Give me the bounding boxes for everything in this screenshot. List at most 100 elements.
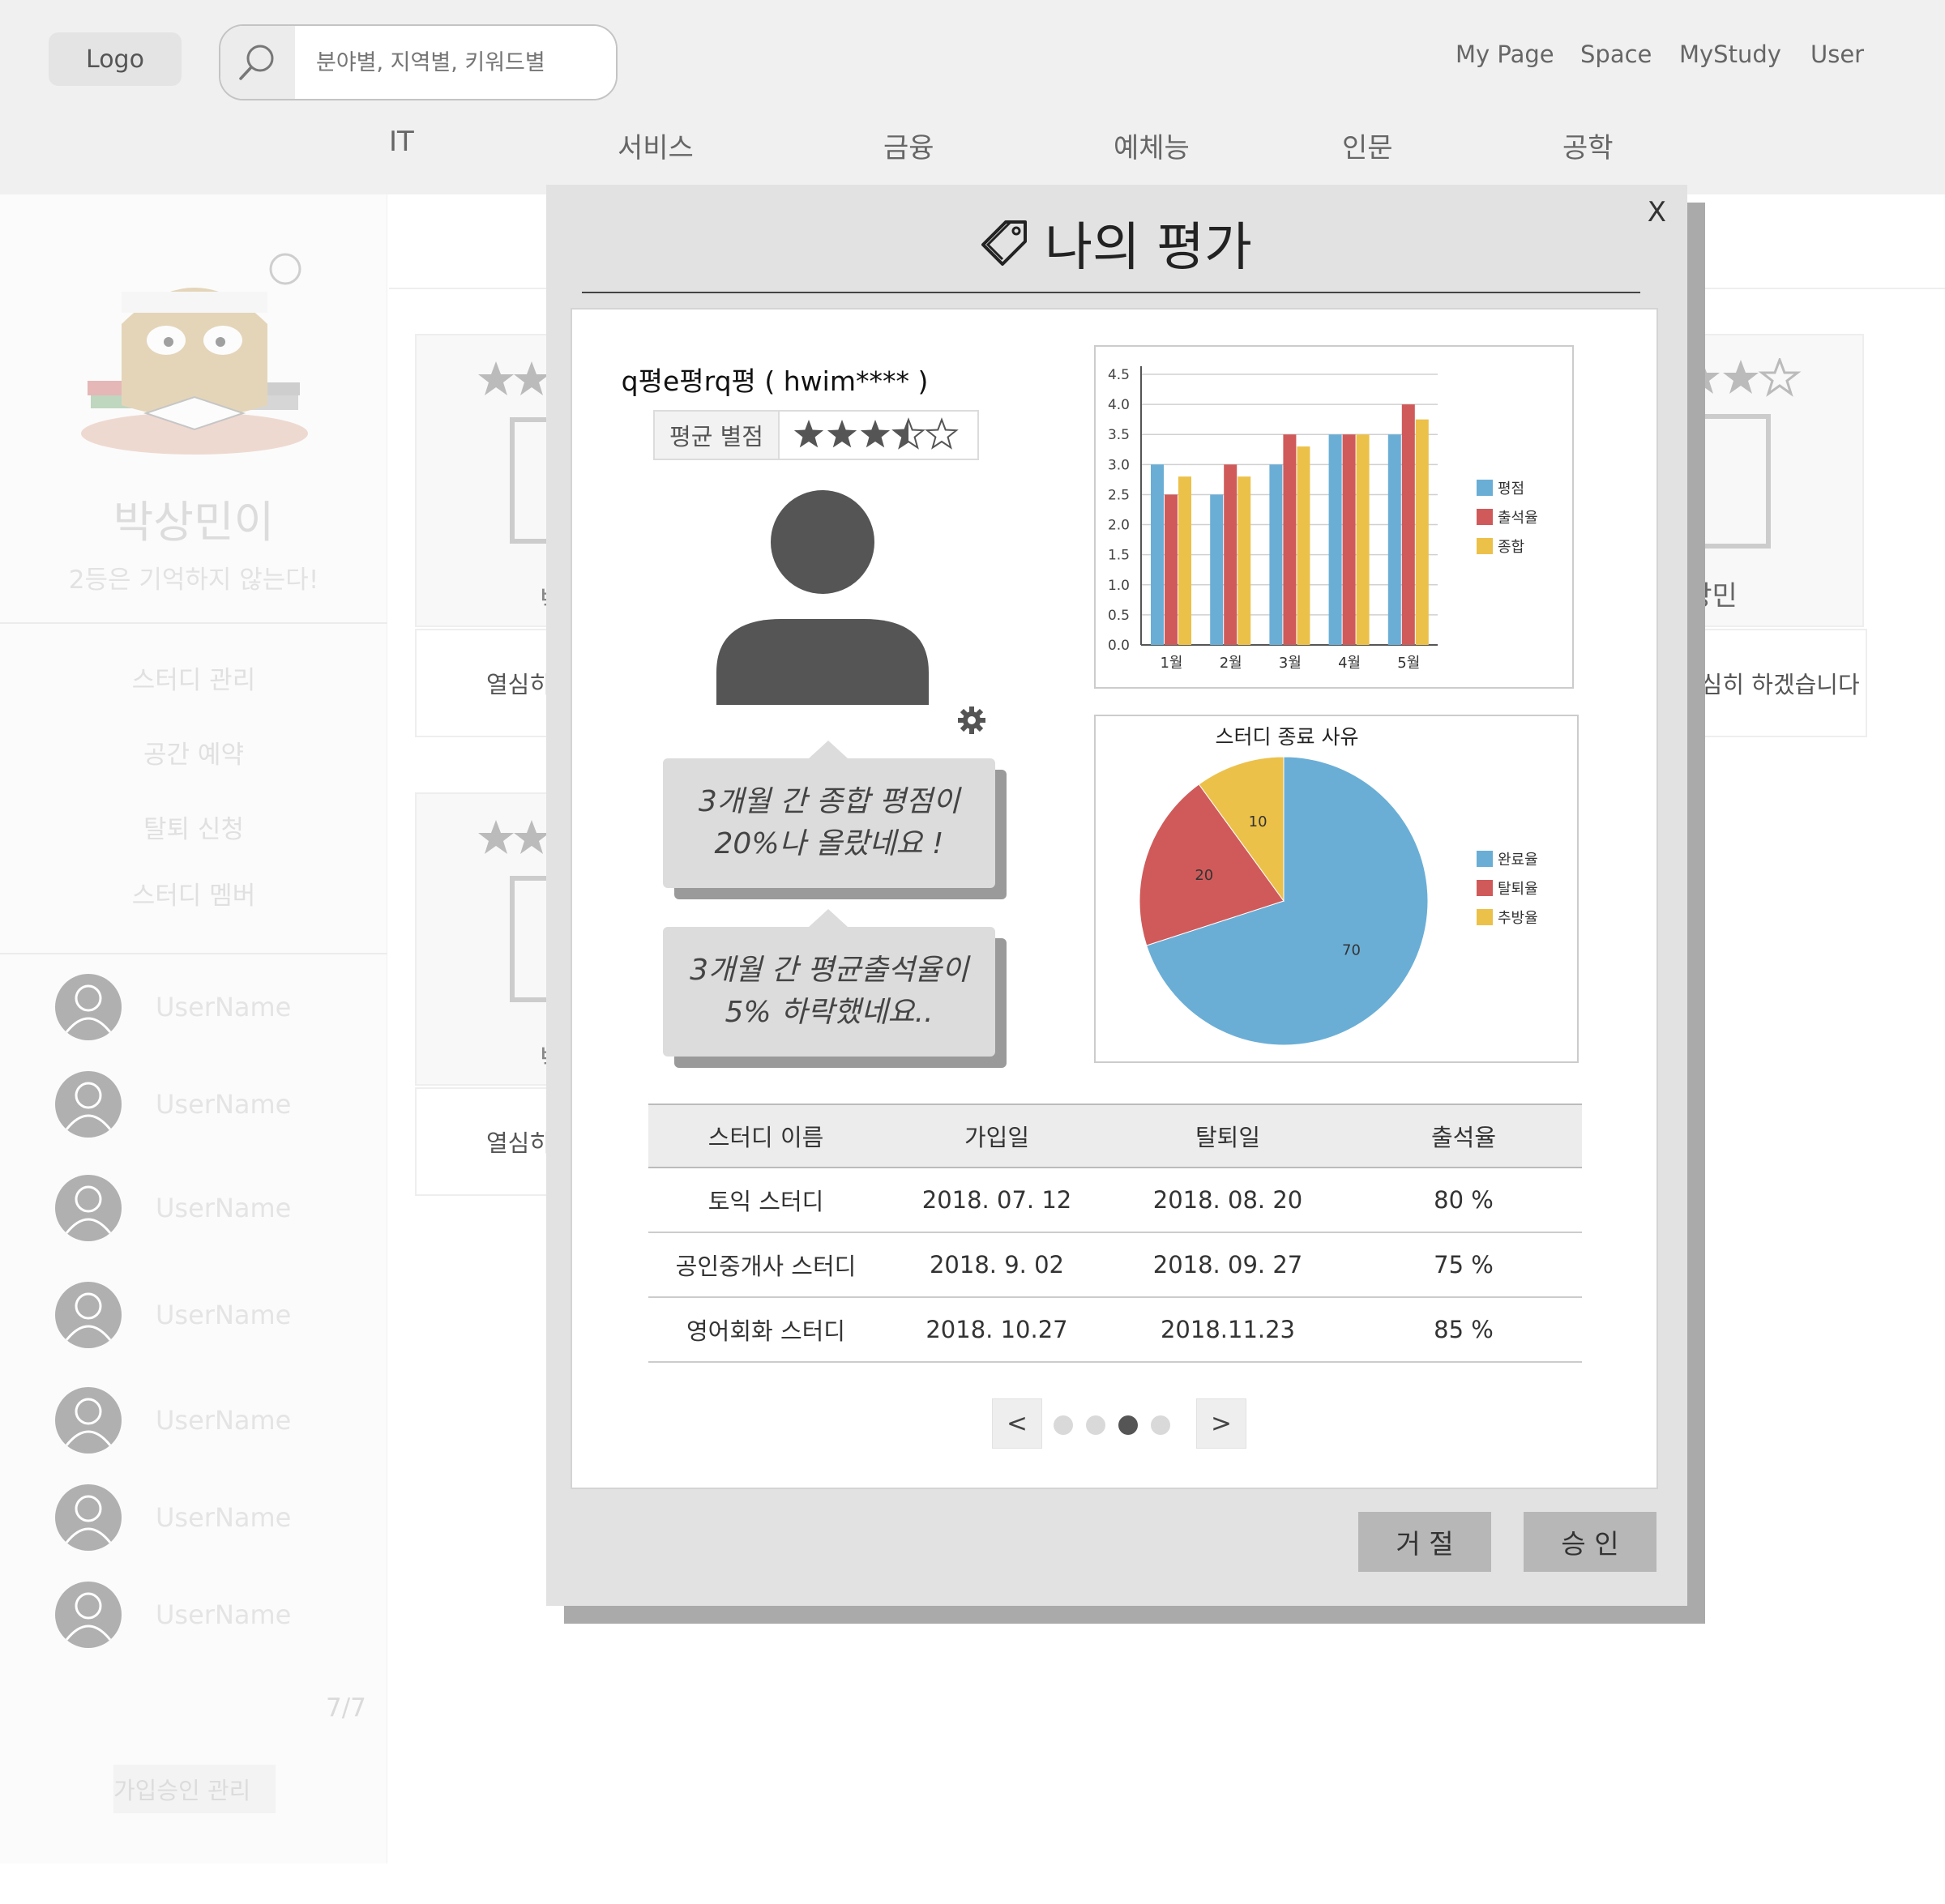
divider <box>0 953 387 954</box>
y-tick-label: 4.5 <box>1108 367 1130 383</box>
pie-slice <box>1198 756 1285 903</box>
study-card[interactable]: 박상민 <box>1653 334 1864 627</box>
legend-label: 평점 <box>1498 480 1524 497</box>
nav-space[interactable]: Space <box>1580 41 1652 68</box>
cell: 토익 스터디 <box>648 1168 883 1233</box>
user-avatar-icon <box>55 1175 122 1241</box>
legend-swatch <box>1477 509 1493 525</box>
profile-name: 박상민이 <box>113 497 275 548</box>
bubble-text: 20%나 올랐네요 ! <box>714 827 944 860</box>
modal-title-text: 나의 평가 <box>1045 218 1252 278</box>
x-tick-label: 5월 <box>1397 655 1420 672</box>
nav-user[interactable]: User <box>1810 41 1865 68</box>
evaluation-panel: q평e평rq평 ( hwim**** ) 평균 별점 <box>571 308 1658 1489</box>
table-header-row: 스터디 이름 가입일 탈퇴일 출석율 <box>648 1104 1582 1168</box>
y-tick-label: 3.5 <box>1108 427 1130 443</box>
slice-value-label: 10 <box>1249 813 1267 830</box>
table-row[interactable]: 공인중개사 스터디 2018. 9. 02 2018. 09. 27 75 % <box>648 1232 1582 1298</box>
bar <box>1178 476 1191 645</box>
bar <box>1415 419 1429 645</box>
cell: 2018. 08. 20 <box>1110 1168 1345 1233</box>
rating-insight-bubble: 3개월 간 종합 평점이 20%나 올랐네요 ! <box>663 741 995 888</box>
bar <box>1401 404 1415 645</box>
menu-study-members[interactable]: 스터디 멤버 <box>131 882 256 911</box>
bar <box>1283 434 1297 645</box>
user-avatar-icon <box>55 974 122 1040</box>
search-icon[interactable] <box>220 26 295 99</box>
legend-swatch <box>1477 480 1493 496</box>
member-item[interactable]: UserName <box>55 1484 379 1552</box>
star-half-icon <box>893 420 908 448</box>
table-row[interactable]: 영어회화 스터디 2018. 10.27 2018.11.23 85 % <box>648 1297 1582 1363</box>
y-tick-label: 2.5 <box>1108 487 1130 503</box>
category-arts-sports[interactable]: 예체능 <box>1114 132 1190 164</box>
nav-my-page[interactable]: My Page <box>1456 41 1554 68</box>
rating-stars <box>780 412 977 459</box>
search-input[interactable] <box>295 26 616 99</box>
member-item[interactable]: UserName <box>55 1582 379 1650</box>
reject-button[interactable]: 거 절 <box>1358 1512 1491 1572</box>
cell: 2018. 09. 27 <box>1110 1232 1345 1298</box>
member-item[interactable]: UserName <box>55 974 379 1042</box>
page-dot[interactable] <box>1118 1415 1138 1435</box>
cell: 80 % <box>1345 1168 1582 1233</box>
bar <box>1151 464 1164 645</box>
page-dot[interactable] <box>1151 1415 1170 1435</box>
category-engineering[interactable]: 공학 <box>1562 132 1614 164</box>
monthly-score-bar-chart: 0.0 0.5 1.0 1.5 2.0 2.5 3.0 3.5 4.0 4.5 1월 2월 3월 4월 5월… <box>1108 366 1538 672</box>
divider <box>0 622 387 624</box>
category-service[interactable]: 서비스 <box>618 132 694 164</box>
legend-swatch <box>1477 851 1493 867</box>
member-item[interactable]: UserName <box>55 1071 379 1139</box>
category-it[interactable]: IT <box>389 126 414 158</box>
logo[interactable]: Logo <box>49 32 182 86</box>
legend-label: 추방율 <box>1498 910 1538 927</box>
study-card-footer: 열심히 하겠습니다 <box>1653 629 1867 737</box>
bar <box>1269 464 1283 645</box>
menu-space-reserve[interactable]: 공간 예약 <box>143 741 244 770</box>
approve-button[interactable]: 승 인 <box>1524 1512 1656 1572</box>
member-item[interactable]: UserName <box>55 1282 379 1350</box>
member-name: UserName <box>156 1089 292 1120</box>
table-row[interactable]: 토익 스터디 2018. 07. 12 2018. 08. 20 80 % <box>648 1168 1582 1233</box>
user-avatar-icon <box>55 1282 122 1348</box>
search-box[interactable] <box>219 24 618 100</box>
member-item[interactable]: UserName <box>55 1175 379 1243</box>
member-item[interactable]: UserName <box>55 1387 379 1455</box>
pie-chart-frame: 스터디 종료 사유 70 20 10 완료율 탈퇴율 추방율 <box>1094 715 1579 1063</box>
cell: 75 % <box>1345 1232 1582 1298</box>
cell: 2018. 9. 02 <box>883 1232 1110 1298</box>
sidebar: 박상민이 2등은 기억하지 않는다! 스터디 관리 공간 예약 탈퇴 신청 스터… <box>0 194 387 1863</box>
user-avatar-icon <box>55 1484 122 1551</box>
x-tick-label: 4월 <box>1338 655 1361 672</box>
close-button[interactable]: X <box>1647 196 1666 228</box>
page-dot[interactable] <box>1086 1415 1105 1435</box>
page-dot[interactable] <box>1054 1415 1073 1435</box>
modal-title: 나의 평가 <box>546 206 1687 280</box>
category-finance[interactable]: 금융 <box>883 132 934 164</box>
cell: 공인중개사 스터디 <box>648 1232 883 1298</box>
menu-withdraw[interactable]: 탈퇴 신청 <box>143 815 244 844</box>
pagination: < > <box>572 1398 1660 1449</box>
bar <box>1356 434 1370 645</box>
y-tick-label: 0.5 <box>1108 608 1130 624</box>
legend-swatch <box>1477 880 1493 896</box>
y-tick-label: 1.5 <box>1108 548 1130 564</box>
bar <box>1387 434 1401 645</box>
gear-icon[interactable] <box>956 705 987 736</box>
rating-label: 평균 별점 <box>655 412 780 459</box>
member-name: UserName <box>156 1405 292 1436</box>
star-outline-icon <box>925 417 959 450</box>
prev-page-button[interactable]: < <box>992 1398 1042 1449</box>
next-page-button[interactable]: > <box>1196 1398 1246 1449</box>
category-humanities[interactable]: 인문 <box>1342 132 1393 164</box>
x-tick-label: 3월 <box>1279 655 1302 672</box>
nav-mystudy[interactable]: MyStudy <box>1679 41 1781 68</box>
star-filled-icon <box>827 420 857 448</box>
menu-study-manage[interactable]: 스터디 관리 <box>131 666 256 695</box>
attendance-insight-bubble: 3개월 간 평균출석율이 5% 하락했네요.. <box>663 909 995 1057</box>
y-tick-label: 4.0 <box>1108 397 1130 413</box>
member-page-indicator: 7/7 <box>326 1693 366 1723</box>
join-approval-button[interactable]: 가입승인 관리 <box>113 1765 276 1813</box>
